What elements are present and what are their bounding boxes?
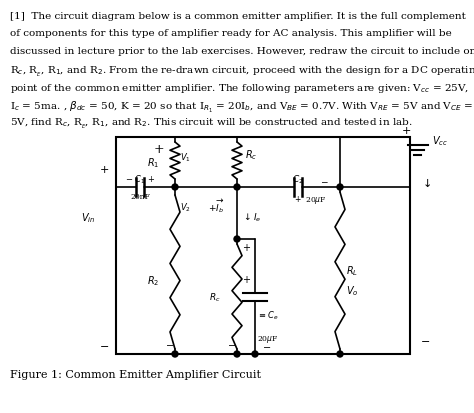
Circle shape [234, 351, 240, 357]
Text: $R_c$: $R_c$ [209, 291, 221, 303]
Circle shape [252, 351, 258, 357]
Circle shape [172, 185, 178, 190]
Text: $\equiv C_e$: $\equiv C_e$ [257, 309, 279, 321]
Text: I$_c$ = 5ma. , $\beta$$_{dc}$ = 50, K = 20 so that I$_{R_1}$ = 20I$_{b}$, and V$: I$_c$ = 5ma. , $\beta$$_{dc}$ = 50, K = … [10, 99, 474, 114]
Text: +: + [401, 126, 410, 136]
Text: R$_c$, R$_{_E}$, R$_1$, and R$_2$. From the re-drawn circuit, proceed with the d: R$_c$, R$_{_E}$, R$_1$, and R$_2$. From … [10, 64, 474, 78]
Text: $-$: $-$ [320, 176, 328, 185]
Text: $R_c$: $R_c$ [245, 147, 257, 161]
Text: of components for this type of amplifier ready for AC analysis. This amplifier w: of components for this type of amplifier… [10, 29, 452, 38]
Text: discussed in lecture prior to the lab exercises. However, redraw the circuit to : discussed in lecture prior to the lab ex… [10, 47, 474, 56]
Text: Figure 1: Common Emitter Amplifier Circuit: Figure 1: Common Emitter Amplifier Circu… [10, 369, 261, 379]
Circle shape [234, 185, 240, 190]
Text: $-$: $-$ [99, 339, 109, 349]
Text: +: + [154, 142, 164, 156]
Text: $V_{cc}$: $V_{cc}$ [432, 134, 448, 147]
Text: $R_2$: $R_2$ [147, 274, 159, 288]
Text: $+$: $+$ [242, 242, 251, 253]
Text: 20$\mu$F: 20$\mu$F [257, 334, 279, 345]
Text: $+$: $+$ [243, 273, 252, 284]
Text: [1]  The circuit diagram below is a common emitter amplifier. It is the full com: [1] The circuit diagram below is a commo… [10, 12, 466, 21]
Text: $V_1$: $V_1$ [180, 152, 191, 164]
Circle shape [337, 185, 343, 190]
Circle shape [337, 351, 343, 357]
Text: 20nF: 20nF [130, 192, 150, 201]
Text: $-$ $C_1$ $+$: $-$ $C_1$ $+$ [126, 173, 155, 186]
Text: $\downarrow$: $\downarrow$ [420, 176, 431, 189]
Bar [116, 138, 410, 354]
Text: $-$: $-$ [420, 334, 430, 344]
Text: $C_2$: $C_2$ [292, 173, 304, 186]
Text: $-$: $-$ [263, 342, 272, 351]
Circle shape [234, 236, 240, 242]
Text: $V_{in}$: $V_{in}$ [81, 211, 95, 224]
Text: $+$  20$\mu$F: $+$ 20$\mu$F [294, 194, 327, 206]
Text: $+\overrightarrow{I_b}$: $+\overrightarrow{I_b}$ [208, 197, 225, 214]
Text: $-$: $-$ [228, 339, 237, 349]
Text: point of the common emitter amplifier. The following parameters are given: V$_{c: point of the common emitter amplifier. T… [10, 82, 469, 95]
Text: 5V, find R$_c$, R$_{_E}$, R$_1$, and R$_2$. This circuit will be constructed and: 5V, find R$_c$, R$_{_E}$, R$_1$, and R$_… [10, 117, 413, 131]
Text: $R_L$: $R_L$ [346, 264, 358, 278]
Text: $R_1$: $R_1$ [147, 156, 159, 169]
Circle shape [172, 351, 178, 357]
Text: $V_2$: $V_2$ [180, 201, 191, 214]
Text: +: + [100, 165, 109, 175]
Text: $V_o$: $V_o$ [346, 284, 358, 298]
Text: $-$: $-$ [165, 339, 174, 349]
Text: $\downarrow I_e$: $\downarrow I_e$ [242, 211, 261, 224]
